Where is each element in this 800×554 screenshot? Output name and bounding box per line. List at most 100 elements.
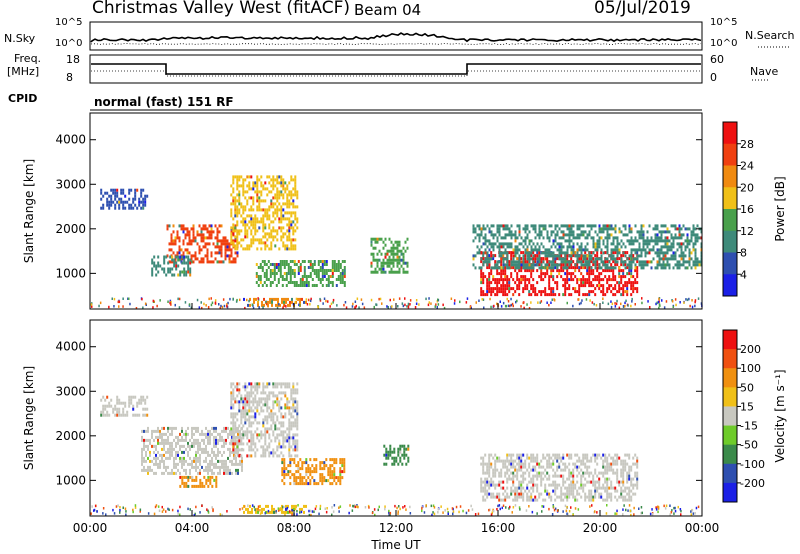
echo-cell <box>281 461 284 465</box>
echo-cell <box>161 267 164 271</box>
echo-cell <box>192 239 195 243</box>
echo-cell <box>197 444 199 448</box>
echo-cell <box>494 459 497 463</box>
echo-cell <box>614 260 617 264</box>
echo-cell <box>329 476 332 480</box>
echo-cell <box>230 211 233 215</box>
echo-cell <box>274 400 277 404</box>
echo-cell <box>399 444 402 448</box>
echo-cell <box>282 454 285 458</box>
echo-cell <box>544 290 547 294</box>
echo-cell <box>102 203 105 207</box>
echo-cell <box>504 257 507 261</box>
scatter-cell <box>624 304 626 308</box>
echo-cell <box>181 462 183 466</box>
echo-cell <box>652 227 655 231</box>
echo-cell <box>568 489 571 493</box>
echo-cell <box>538 474 541 478</box>
echo-cell <box>634 236 637 240</box>
echo-cell <box>110 200 113 204</box>
scatter-cell <box>610 300 612 303</box>
echo-cell <box>159 264 162 268</box>
echo-cell <box>260 175 263 179</box>
echo-cell <box>238 391 241 395</box>
echo-cell <box>510 453 513 457</box>
nsearch-trace <box>90 42 702 46</box>
echo-cell <box>171 471 173 475</box>
echo-cell <box>572 471 575 475</box>
echo-cell <box>288 235 291 239</box>
echo-cell <box>596 263 599 267</box>
echo-cell <box>500 474 503 478</box>
echo-cell <box>167 447 169 451</box>
echo-cell <box>274 229 277 233</box>
echo-cell <box>250 391 253 395</box>
echo-cell <box>218 239 221 243</box>
echo-cell <box>554 480 557 484</box>
echo-cell <box>642 233 645 237</box>
scatter-cell <box>170 300 172 304</box>
echo-cell <box>250 445 253 449</box>
echo-cell <box>536 251 539 255</box>
echo-cell <box>532 486 535 490</box>
echo-cell <box>588 254 591 258</box>
echo-cell <box>285 278 288 281</box>
echo-cell <box>215 456 217 460</box>
echo-cell <box>278 433 281 437</box>
echo-cell <box>546 257 549 261</box>
echo-cell <box>570 278 573 282</box>
echo-cell <box>582 471 585 475</box>
echo-cell <box>504 251 507 255</box>
echo-cell <box>256 406 259 410</box>
echo-cell <box>142 395 145 399</box>
echo-cell <box>376 252 379 256</box>
echo-cell <box>225 465 227 469</box>
echo-cell <box>136 413 139 417</box>
echo-cell <box>506 492 509 496</box>
echo-cell <box>270 178 273 182</box>
echo-cell <box>498 287 501 291</box>
echo-cell <box>680 257 683 261</box>
echo-cell <box>510 263 513 267</box>
echo-cell <box>248 418 251 422</box>
echo-cell <box>594 287 597 291</box>
echo-cell <box>488 474 491 478</box>
echo-cell <box>209 441 211 445</box>
echo-cell <box>498 498 501 502</box>
echo-cell <box>114 404 117 408</box>
echo-cell <box>488 278 491 282</box>
echo-cell <box>263 272 266 275</box>
echo-cell <box>301 278 304 281</box>
echo-cell <box>506 242 509 246</box>
echo-cell <box>343 461 346 465</box>
echo-cell <box>588 293 591 297</box>
echo-cell <box>142 188 145 192</box>
echo-cell <box>234 385 237 389</box>
echo-cell <box>299 284 302 287</box>
echo-cell <box>652 239 655 243</box>
echo-cell <box>297 272 300 275</box>
echo-cell <box>502 459 505 463</box>
scatter-cell <box>615 302 618 306</box>
echo-cell <box>189 444 191 448</box>
echo-cell <box>394 258 397 262</box>
echo-cell <box>680 242 683 246</box>
echo-cell <box>142 200 145 204</box>
y-tick-label: 3000 <box>55 177 86 191</box>
echo-cell <box>222 260 225 264</box>
echo-cell <box>636 251 639 255</box>
echo-cell <box>311 263 314 266</box>
echo-cell <box>274 208 277 212</box>
scatter-cell <box>694 299 697 302</box>
echo-cell <box>234 226 237 230</box>
scatter-cell <box>214 301 217 305</box>
echo-cell <box>532 498 535 502</box>
echo-cell <box>187 441 189 445</box>
echo-cell <box>231 450 233 454</box>
echo-cell <box>264 397 267 401</box>
echo-cell <box>278 181 281 185</box>
echo-cell <box>263 281 266 284</box>
echo-cell <box>642 260 645 264</box>
echo-cell <box>664 242 667 246</box>
echo-cell <box>234 412 237 416</box>
